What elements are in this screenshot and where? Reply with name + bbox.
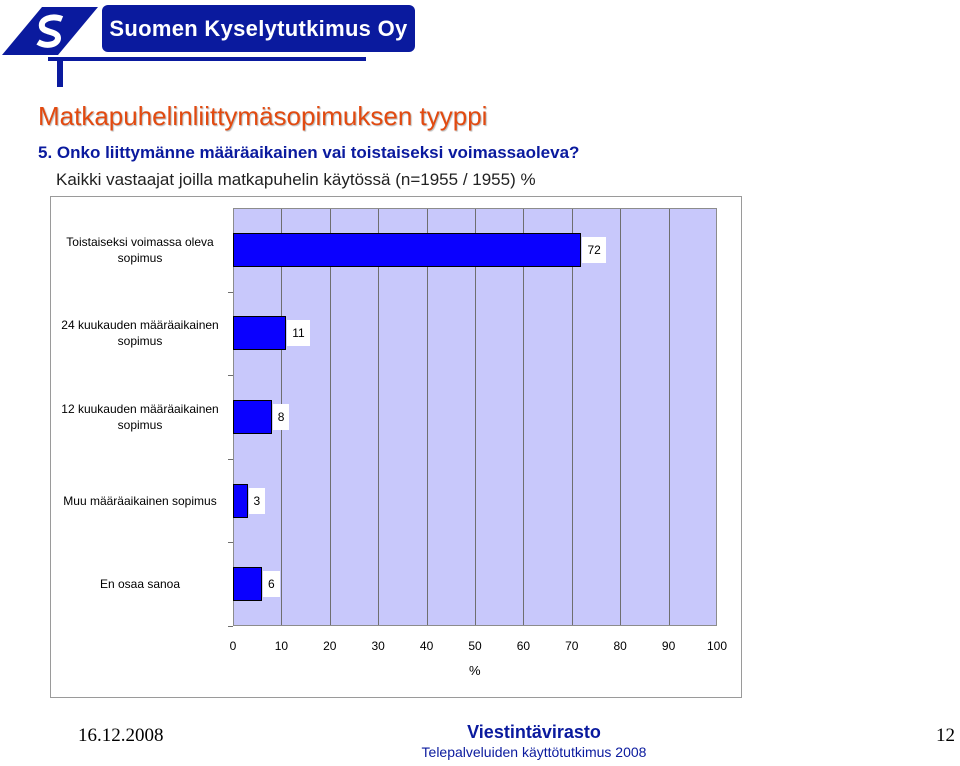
- bar: [233, 567, 263, 602]
- header-divider: [48, 57, 366, 61]
- category-label: 12 kuukauden määräaikainen sopimus: [61, 402, 219, 432]
- data-label: 11: [287, 320, 310, 347]
- data-label: 3: [248, 487, 266, 514]
- x-tick-label: 20: [323, 639, 337, 653]
- gridline: [620, 209, 622, 625]
- category-label: En osaa sanoa: [99, 577, 181, 592]
- y-tick: [228, 542, 233, 544]
- bar: [233, 232, 582, 267]
- gridline: [378, 209, 380, 625]
- plot-area: [233, 208, 717, 626]
- x-tick-label: 40: [419, 639, 434, 653]
- category-label: Toistaiseksi voimassa oleva sopimus: [66, 234, 214, 265]
- footer-date: 16.12.2008: [78, 725, 164, 746]
- data-label: 8: [272, 404, 290, 430]
- footer-organization: Viestintävirasto: [467, 722, 601, 742]
- gridline: [426, 209, 428, 625]
- gridline: [668, 209, 670, 625]
- x-tick-label: 10: [274, 639, 289, 653]
- gridline: [475, 209, 476, 625]
- x-tick-label: 50: [468, 639, 482, 653]
- data-label: 72: [582, 236, 606, 263]
- bar: [233, 483, 248, 518]
- y-tick: [228, 626, 233, 627]
- bar: [233, 316, 287, 351]
- category-label: Muu määräaikainen sopimus: [63, 493, 217, 508]
- company-banner: Suomen Kyselytutkimus Oy: [102, 5, 415, 52]
- category-label: 24 kuukauden määräaikainen sopimus: [61, 318, 219, 349]
- y-tick: [228, 375, 233, 377]
- x-tick-label: 0: [229, 639, 237, 653]
- chart-subtitle: Kaikki vastaajat joilla matkapuhelin käy…: [56, 170, 536, 189]
- gridline: [523, 209, 525, 625]
- x-tick-label: 100: [706, 639, 728, 653]
- page-number: 12: [936, 725, 955, 746]
- x-axis-title: %: [469, 663, 481, 678]
- x-tick-label: 70: [565, 639, 579, 653]
- x-tick-label: 30: [371, 639, 385, 653]
- gridline: [571, 209, 573, 625]
- data-label: 6: [263, 571, 280, 598]
- x-tick-label: 90: [661, 639, 676, 653]
- slide-title: Matkapuhelinliittymäsopimuksen tyyppi: [38, 101, 488, 131]
- x-tick-label: 60: [516, 639, 531, 653]
- company-logo: [2, 7, 98, 55]
- header-accent: [57, 57, 63, 87]
- gridline: [329, 209, 331, 625]
- survey-question: 5. Onko liittymänne määräaikainen vai to…: [38, 143, 580, 162]
- y-tick: [228, 458, 233, 460]
- footer-study-name: Telepalveluiden käyttötutkimus 2008: [421, 744, 647, 760]
- x-tick-label: 80: [613, 639, 627, 653]
- y-tick: [228, 291, 233, 293]
- bar: [233, 400, 272, 434]
